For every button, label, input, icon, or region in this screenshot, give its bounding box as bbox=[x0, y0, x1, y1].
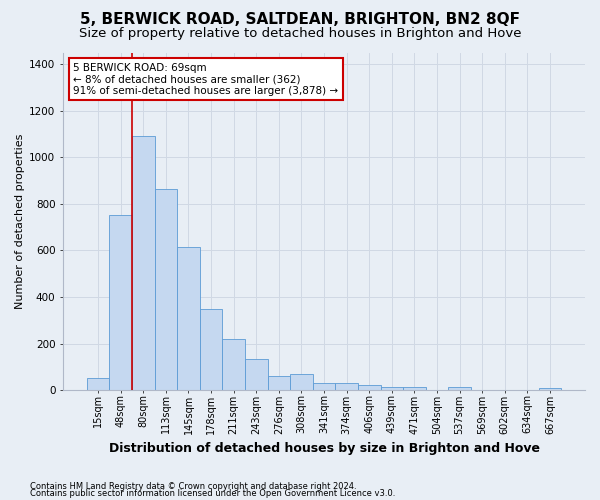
Bar bbox=[155, 188, 177, 390]
Text: 5 BERWICK ROAD: 69sqm
← 8% of detached houses are smaller (362)
91% of semi-deta: 5 BERWICK ROAD: 69sqm ← 8% of detached h… bbox=[73, 62, 338, 96]
Bar bbox=[290, 374, 313, 390]
Bar bbox=[109, 216, 132, 390]
Bar bbox=[177, 247, 200, 390]
Bar bbox=[403, 386, 426, 390]
Bar bbox=[245, 358, 268, 390]
Bar bbox=[448, 388, 471, 390]
Bar bbox=[358, 386, 380, 390]
Bar bbox=[313, 383, 335, 390]
X-axis label: Distribution of detached houses by size in Brighton and Hove: Distribution of detached houses by size … bbox=[109, 442, 539, 455]
Text: Size of property relative to detached houses in Brighton and Hove: Size of property relative to detached ho… bbox=[79, 28, 521, 40]
Text: Contains public sector information licensed under the Open Government Licence v3: Contains public sector information licen… bbox=[30, 490, 395, 498]
Text: 5, BERWICK ROAD, SALTDEAN, BRIGHTON, BN2 8QF: 5, BERWICK ROAD, SALTDEAN, BRIGHTON, BN2… bbox=[80, 12, 520, 28]
Bar bbox=[335, 383, 358, 390]
Bar bbox=[223, 339, 245, 390]
Text: Contains HM Land Registry data © Crown copyright and database right 2024.: Contains HM Land Registry data © Crown c… bbox=[30, 482, 356, 491]
Bar bbox=[200, 308, 223, 390]
Y-axis label: Number of detached properties: Number of detached properties bbox=[15, 134, 25, 309]
Bar bbox=[132, 136, 155, 390]
Bar bbox=[539, 388, 561, 390]
Bar bbox=[268, 376, 290, 390]
Bar bbox=[380, 386, 403, 390]
Bar bbox=[87, 378, 109, 390]
